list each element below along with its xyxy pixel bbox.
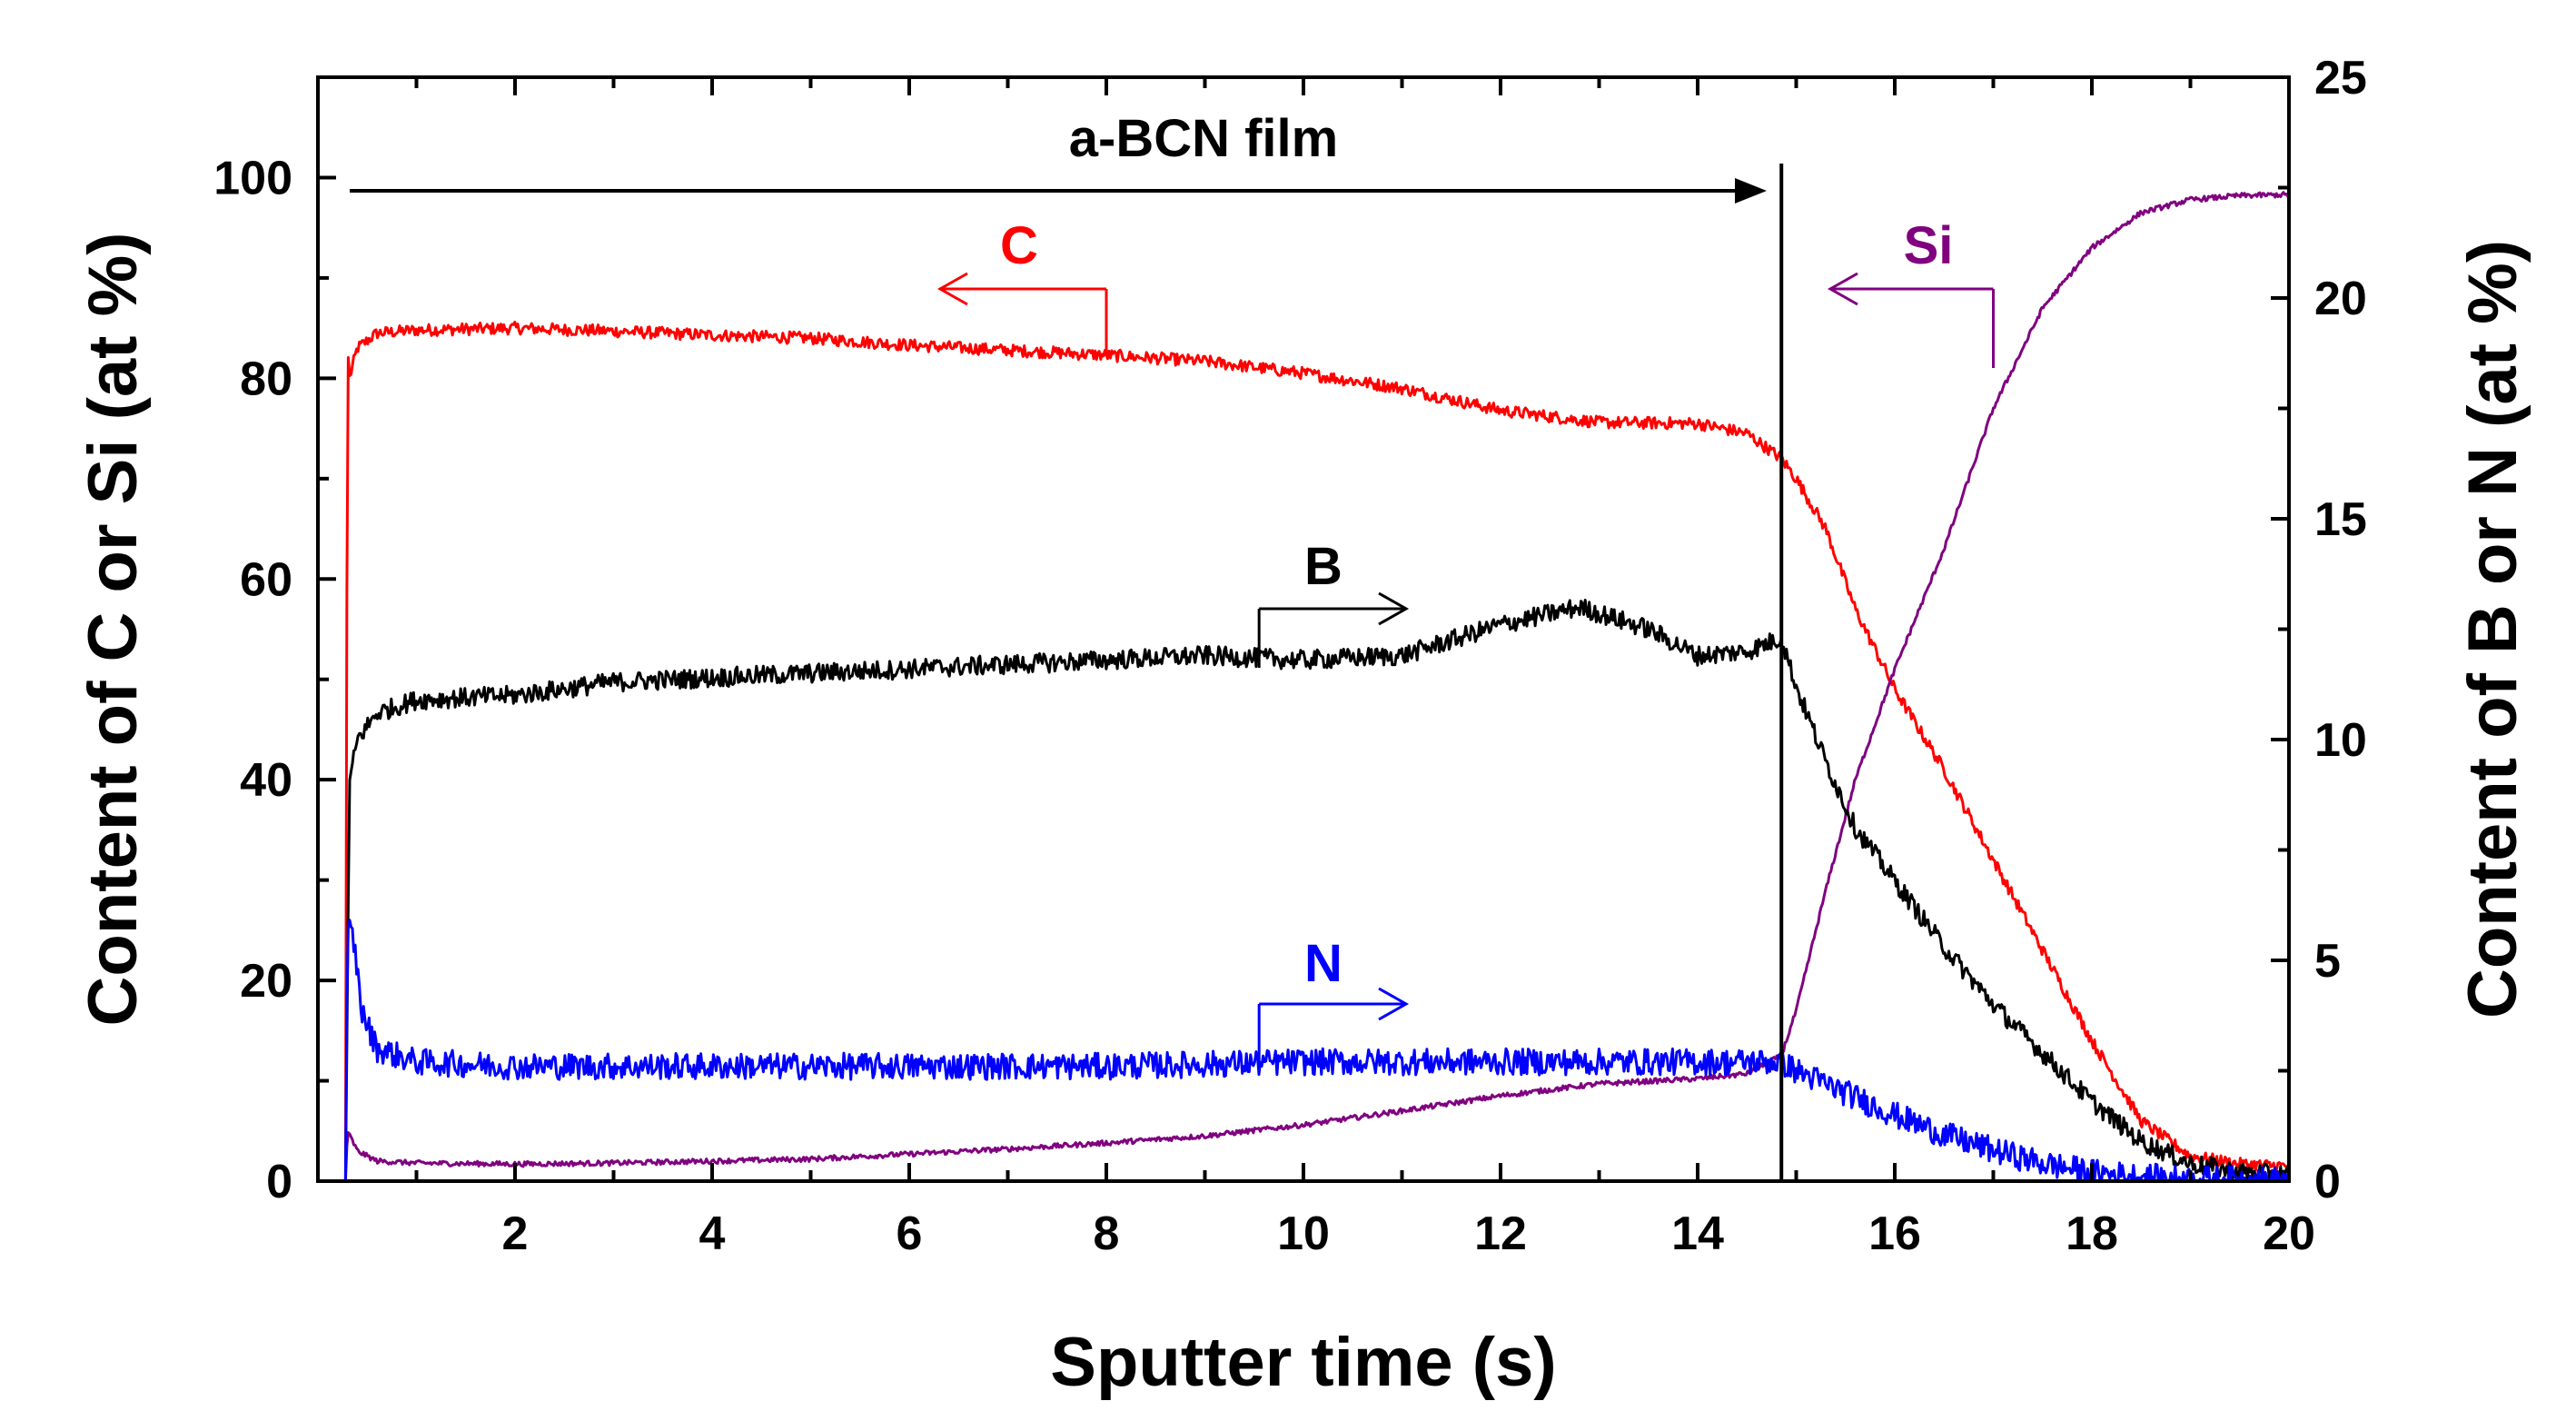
y-right-tick-label: 0 <box>2314 1156 2341 1208</box>
y-left-tick-label: 80 <box>240 353 292 405</box>
si-arrow <box>1827 272 1995 368</box>
y-right-tick-label: 25 <box>2314 52 2367 104</box>
n-arrow <box>1257 987 1410 1063</box>
c-arrow <box>936 272 1108 356</box>
series-line-B <box>343 599 2291 1183</box>
x-axis-title: Sputter time (s) <box>1050 1324 1556 1401</box>
b-label: B <box>1304 537 1342 596</box>
film-label: a-BCN film <box>1069 109 1338 168</box>
si-label: Si <box>1904 216 1954 275</box>
y-right-tick-label: 20 <box>2314 273 2367 325</box>
c-arrow-head <box>936 272 968 306</box>
y-right-tick-label: 5 <box>2314 935 2341 988</box>
y-left-axis-title: Content of C or Si (at %) <box>74 233 152 1027</box>
n-label: N <box>1304 934 1342 993</box>
x-tick-label: 20 <box>2263 1207 2315 1260</box>
y-left-tick-label: 40 <box>240 754 292 807</box>
n-arrow-head <box>1378 987 1410 1021</box>
x-tick-label: 8 <box>1094 1207 1120 1260</box>
y-right-axis-title: Content of B or N (at %) <box>2454 240 2531 1019</box>
y-left-tick-label: 100 <box>213 152 292 204</box>
series-line-N <box>343 919 2291 1183</box>
x-tick-label: 16 <box>1868 1207 1921 1260</box>
film-arrow-head <box>1735 178 1767 204</box>
x-tick-label: 14 <box>1671 1207 1724 1260</box>
series-line-C <box>343 321 2291 1182</box>
si-arrow-head <box>1827 272 1858 306</box>
series-line-Si <box>343 191 2291 1182</box>
y-left-tick-label: 0 <box>266 1156 292 1208</box>
y-left-tick-label: 60 <box>240 553 292 606</box>
x-tick-label: 10 <box>1277 1207 1330 1260</box>
y-right-tick-label: 10 <box>2314 714 2367 767</box>
y-right-tick-label: 15 <box>2314 493 2367 546</box>
b-arrow-head <box>1378 591 1410 626</box>
c-label: C <box>1000 216 1038 275</box>
x-tick-label: 18 <box>2066 1207 2118 1260</box>
x-tick-label: 6 <box>897 1207 923 1260</box>
b-arrow <box>1257 591 1410 668</box>
plot-frame <box>316 75 2291 1183</box>
x-tick-label: 2 <box>502 1207 529 1260</box>
x-tick-label: 12 <box>1474 1207 1527 1260</box>
x-tick-label: 4 <box>699 1207 726 1260</box>
y-left-tick-label: 20 <box>240 955 292 1008</box>
